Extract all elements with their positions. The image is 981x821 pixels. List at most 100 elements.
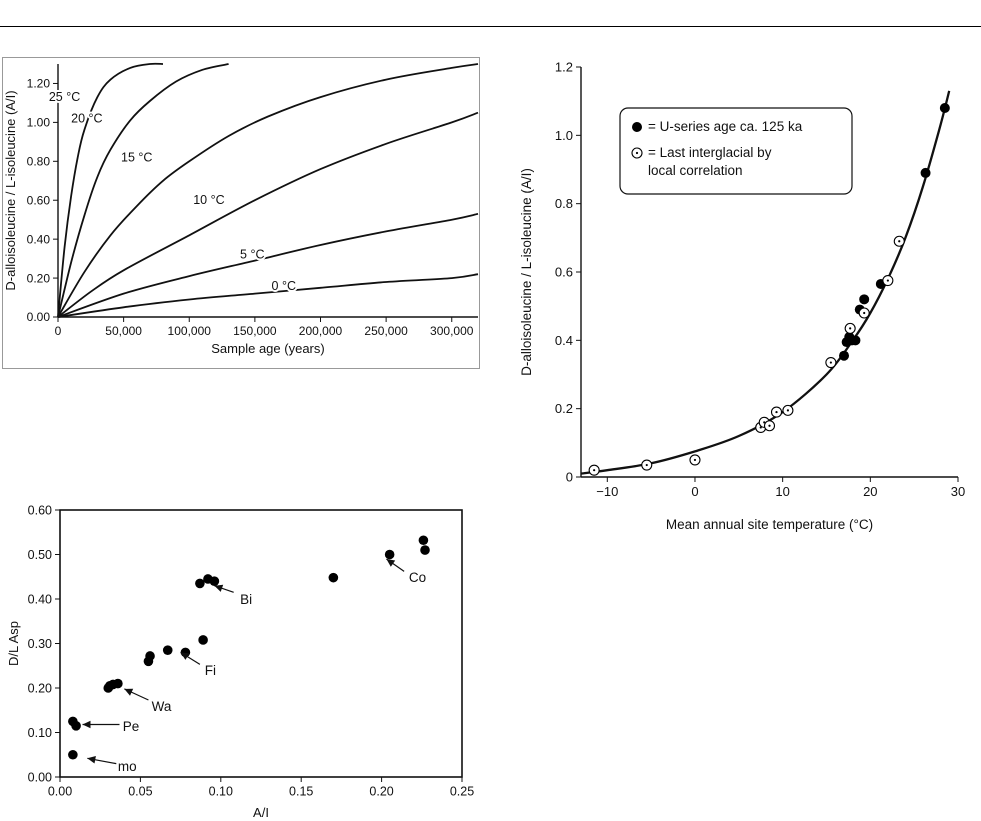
annotation-arrowhead	[386, 559, 396, 567]
data-point-center	[849, 327, 852, 330]
series-label: 5 °C	[240, 248, 264, 262]
x-tick-label: 0.15	[289, 785, 313, 799]
x-tick-label: 0.20	[369, 785, 393, 799]
x-axis-label: Sample age (years)	[211, 341, 324, 356]
y-tick-label: 0.8	[555, 196, 573, 211]
age-chart-frame	[2, 57, 480, 369]
temperature-vs-ratio-svg: −10 0 10 20 30 0 0.2 0.4 0.6 0.8 1.0 1.2 Mean annual…	[519, 60, 965, 532]
y-tick-label: 0.60	[27, 193, 51, 207]
x-tick-label: 0.10	[209, 785, 233, 799]
y-tick-label: 0.40	[27, 232, 51, 246]
series-label: 25 °C	[49, 90, 80, 104]
x-tick-label: 0.05	[128, 785, 152, 799]
y-tick-label: 0.60	[28, 503, 52, 517]
y-tick-label: 0	[566, 470, 573, 485]
legend-box	[619, 107, 853, 195]
annotation-label: Co	[409, 570, 426, 585]
y-tick-label: 0.10	[28, 726, 52, 740]
annotation-label: mo	[118, 759, 137, 774]
plot-frame	[59, 509, 463, 778]
x-tick-label: 150,000	[233, 324, 277, 338]
data-point	[420, 545, 430, 555]
y-axis-label: D/L Asp	[6, 621, 21, 666]
x-tick-label: 0.00	[48, 785, 72, 799]
annotation-arrowhead	[124, 688, 134, 696]
annotation-arrowhead	[180, 652, 190, 660]
x-tick-label: 10	[775, 484, 789, 499]
data-point-center	[863, 311, 866, 315]
data-point	[162, 645, 173, 655]
x-tick-label: 50,000	[105, 324, 142, 338]
data-point	[198, 635, 208, 645]
x-tick-label: 30	[951, 484, 965, 499]
data-point-center	[775, 410, 778, 414]
series-line	[57, 63, 229, 318]
x-axis-label: Mean annual site temperature (°C)	[666, 517, 873, 532]
data-point	[632, 122, 642, 132]
header-rule	[0, 26, 981, 27]
x-tick-label: 20	[863, 484, 877, 499]
x-tick-label: −10	[596, 484, 618, 499]
legend: = U-series age ca. 125 ka = Last intergla…	[619, 107, 853, 195]
y-axis-label: D-alloisoleucine / L-isoleucine (A/I)	[519, 168, 534, 376]
series-label: 10 °C	[193, 193, 224, 207]
y-tick-label: 0.00	[27, 310, 51, 324]
data-point-center	[829, 361, 832, 364]
data-point-center	[898, 240, 901, 243]
y-tick-label: 0.20	[27, 271, 51, 285]
series-label: 15 °C	[121, 150, 152, 164]
y-tick-label: 0.20	[28, 681, 52, 695]
data-point-center	[693, 458, 697, 462]
legend-text: local correlation	[648, 163, 743, 178]
x-tick-label: 0	[691, 484, 698, 499]
data-point	[384, 549, 395, 560]
annotation-label: Fi	[205, 663, 216, 678]
x-tick-label: 200,000	[299, 324, 343, 338]
annotation-arrowhead	[87, 756, 96, 764]
legend-text: = Last interglacial by	[648, 145, 772, 160]
annotation-arrowhead	[82, 720, 91, 729]
series-label: 20 °C	[71, 111, 102, 125]
asp-vs-ai-chart: 0.00 0.05 0.10 0.15 0.20 0.25 0.00 0.10 0.20 0.30…	[0, 495, 480, 821]
x-tick-label: 100,000	[168, 324, 212, 338]
y-tick-label: 0.80	[27, 155, 51, 169]
x-tick-label: 0	[55, 324, 62, 338]
x-tick-label: 250,000	[364, 324, 408, 338]
asp-vs-ai-svg: 0.00 0.05 0.10 0.15 0.20 0.25 0.00 0.10 0.20 0.30…	[6, 503, 474, 820]
y-tick-label: 0.30	[28, 637, 52, 651]
data-point	[145, 651, 155, 661]
age-vs-ratio-chart: 0 50,000 100,000 150,000 200,000 250,000 300,0…	[0, 56, 480, 376]
data-point	[920, 167, 931, 178]
series-line	[57, 213, 479, 318]
y-tick-label: 1.20	[27, 77, 51, 91]
data-point-center	[886, 279, 889, 282]
data-point	[68, 749, 78, 760]
x-tick-label: 300,000	[430, 324, 474, 338]
data-point-center	[768, 424, 771, 427]
data-point-center	[645, 463, 648, 467]
annotation-label: Pe	[123, 719, 140, 734]
data-point	[859, 294, 870, 305]
x-tick-label: 0.25	[450, 785, 474, 799]
data-point	[328, 572, 339, 583]
annotation-arrowhead	[214, 584, 224, 592]
data-point-center	[786, 409, 790, 412]
y-tick-label: 0.50	[28, 548, 52, 562]
data-point	[113, 678, 123, 689]
y-tick-label: 0.00	[28, 770, 52, 784]
x-axis-label: A/I	[253, 805, 269, 820]
legend-text: = U-series age ca. 125 ka	[648, 119, 803, 134]
data-point	[839, 350, 850, 361]
data-point-center	[635, 151, 639, 155]
temperature-vs-ratio-chart: −10 0 10 20 30 0 0.2 0.4 0.6 0.8 1.0 1.2 Mean annual…	[505, 55, 975, 545]
series-line	[57, 62, 164, 318]
data-point	[195, 578, 205, 589]
age-vs-ratio-svg: 0 50,000 100,000 150,000 200,000 250,000 300,0…	[3, 62, 479, 356]
data-point	[939, 103, 950, 113]
data-point	[418, 535, 429, 546]
series-line	[57, 111, 479, 318]
series-line	[57, 273, 479, 318]
annotation-label: Wa	[152, 699, 172, 714]
y-axis-label: D-alloisoleucine / L-isoleucine (A/I)	[3, 90, 18, 290]
y-tick-label: 0.2	[555, 401, 573, 416]
